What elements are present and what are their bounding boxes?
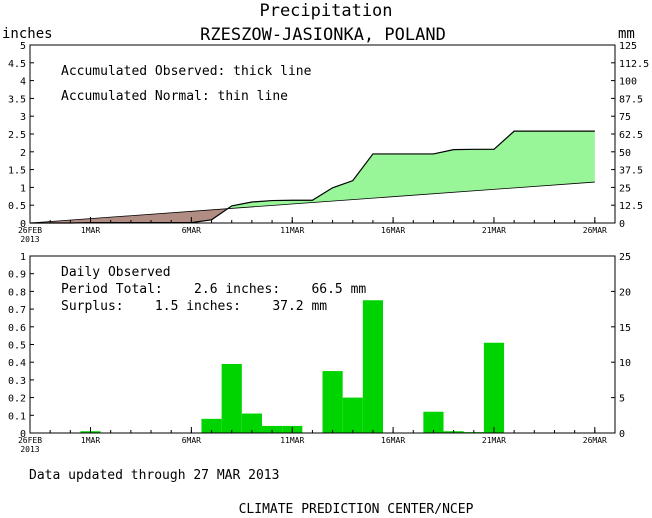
y-tick-label: 3.5 (8, 94, 26, 105)
normal-line (29, 181, 595, 224)
y-tick-label: 0.9 (8, 270, 26, 281)
y-tick-label: 2.5 (8, 130, 26, 141)
y2-tick-label: 75 (619, 112, 631, 123)
daily-panel: 00.10.20.30.40.50.60.70.80.9105101520252… (8, 252, 631, 454)
y2-tick-label: 37.5 (619, 166, 643, 177)
x-tick-label: 26MAR (583, 436, 607, 445)
credit-line: CLIMATE PREDICTION CENTER/NCEP (239, 502, 474, 517)
y-tick-label: 0.1 (8, 411, 26, 422)
x-tick-label: 16MAR (381, 226, 405, 235)
y-tick-label: 0 (20, 219, 26, 230)
y-tick-label: 1 (20, 252, 26, 263)
annotation-surplus: Surplus: 1.5 inches: 37.2 mm (61, 299, 327, 314)
x-tick-label: 6MAR (182, 436, 201, 445)
x-tick-label: 21MAR (482, 226, 506, 235)
annotation-accumulated-observed: Accumulated Observed: thick line (61, 64, 312, 79)
y-tick-label: 0.6 (8, 323, 26, 334)
x-tick-label: 21MAR (482, 436, 506, 445)
y2-tick-label: 12.5 (619, 201, 643, 212)
data-updated-note: Data updated through 27 MAR 2013 (29, 468, 279, 483)
daily-bar (322, 371, 343, 433)
y-tick-label: 0.2 (8, 394, 26, 405)
y2-tick-label: 112.5 (619, 59, 649, 70)
annotation-daily-observed: Daily Observed (61, 265, 171, 280)
station-name: RZESZOW-JASIONKA, POLAND (200, 25, 446, 45)
y2-tick-label: 50 (619, 148, 631, 159)
daily-bar (201, 418, 222, 433)
daily-bar (362, 300, 384, 433)
y-tick-label: 0.8 (8, 287, 26, 298)
x-tick-label: 26MAR (583, 226, 607, 235)
y2-tick-label: 0 (619, 429, 625, 440)
y-tick-label: 0.5 (8, 201, 26, 212)
y2-tick-label: 25 (619, 252, 631, 263)
daily-bar (221, 363, 242, 433)
y-tick-label: 1 (20, 183, 26, 194)
right-unit-label: mm (618, 26, 635, 42)
y-tick-label: 0 (20, 429, 26, 440)
x-tick-label: 26FEB (18, 436, 42, 445)
x-tick-label: 26FEB (18, 226, 42, 235)
y2-tick-label: 25 (619, 183, 631, 194)
y-tick-label: 0.7 (8, 305, 26, 316)
daily-bar (261, 425, 283, 433)
y-tick-label: 4.5 (8, 59, 26, 70)
y2-tick-label: 100 (619, 77, 637, 88)
annotation-period-total: Period Total: 2.6 inches: 66.5 mm (61, 282, 366, 297)
y-tick-label: 0.3 (8, 376, 26, 387)
y-tick-label: 0.4 (8, 358, 26, 369)
y2-tick-label: 87.5 (619, 94, 643, 105)
x-tick-label: 11MAR (280, 226, 304, 235)
y-tick-label: 0.5 (8, 341, 26, 352)
x-tick-label: 16MAR (381, 436, 405, 445)
y2-tick-label: 62.5 (619, 130, 643, 141)
y2-tick-label: 15 (619, 323, 631, 334)
x-tick-label: 11MAR (280, 436, 304, 445)
y2-tick-label: 5 (619, 394, 625, 405)
y-tick-label: 5 (20, 41, 26, 52)
y2-tick-label: 20 (619, 287, 631, 298)
y-tick-label: 4 (20, 77, 26, 88)
annotation-accumulated-normal: Accumulated Normal: thin line (61, 89, 288, 104)
x-tick-label: 1MAR (81, 226, 100, 235)
surplus-area (30, 131, 595, 223)
daily-bar (483, 342, 505, 433)
daily-bar (342, 397, 363, 433)
y2-tick-label: 125 (619, 41, 637, 52)
y-tick-label: 1.5 (8, 166, 26, 177)
accumulated-panel: 00.511.522.533.544.55012.52537.55062.575… (8, 41, 649, 244)
y2-tick-label: 0 (619, 219, 625, 230)
x-tick-label: 1MAR (81, 436, 100, 445)
daily-bar (241, 413, 262, 433)
chart-title: Precipitation (259, 1, 392, 21)
daily-bar (423, 411, 444, 433)
x-tick-label: 6MAR (182, 226, 201, 235)
left-unit-label: inches (2, 26, 53, 42)
x-year-label: 2013 (20, 235, 39, 244)
y2-tick-label: 10 (619, 358, 631, 369)
y-tick-label: 3 (20, 112, 26, 123)
y-tick-label: 2 (20, 148, 26, 159)
x-year-label: 2013 (20, 445, 39, 454)
